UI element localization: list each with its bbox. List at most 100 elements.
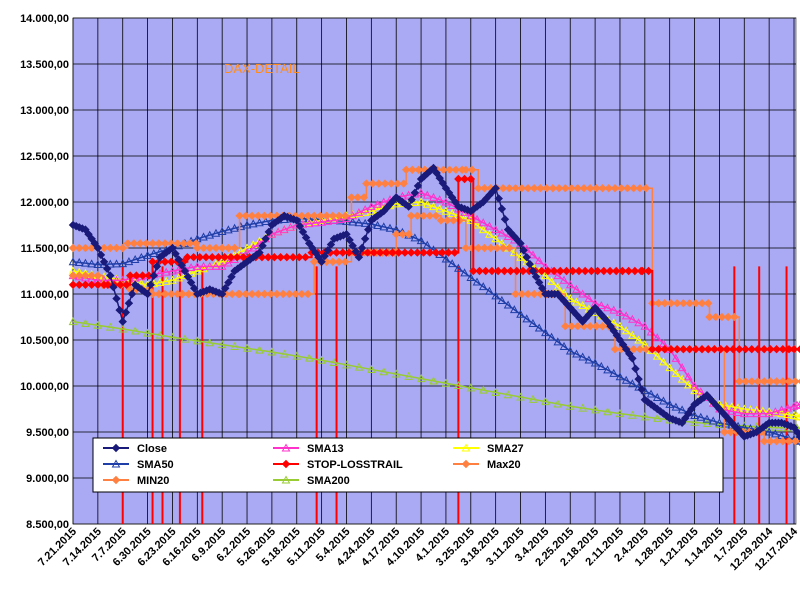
legend-label: SMA13 [307, 443, 344, 455]
sma27-point [422, 199, 432, 208]
close-point [298, 227, 308, 237]
legend-label: Max20 [487, 459, 521, 471]
stop-losstrail-point [189, 252, 198, 262]
sma50-point [609, 368, 619, 377]
close-point [174, 255, 183, 264]
max20-point [393, 179, 402, 188]
close-point [618, 340, 628, 349]
close-point [308, 243, 317, 253]
stop-losstrail-point [437, 248, 447, 257]
sma200-point [304, 353, 314, 362]
close-point [311, 248, 320, 257]
y-tick-label: 13.500,00 [20, 59, 69, 71]
close-point [221, 284, 230, 293]
stop-losstrail-point [493, 266, 503, 276]
stop-losstrail-point [270, 252, 279, 262]
sma27-point [671, 368, 681, 377]
stop-losstrail-point [506, 266, 515, 276]
sma50-point [572, 349, 581, 358]
close-point [413, 181, 423, 191]
stop-losstrail-point [226, 252, 236, 262]
sma50-point [74, 257, 84, 266]
stop-losstrail-point [618, 266, 627, 276]
legend-label: SMA50 [137, 459, 174, 471]
sma27-point [690, 386, 699, 395]
y-tick-label: 8.500,00 [26, 519, 69, 531]
min20-point [154, 289, 163, 299]
sma200-point [652, 413, 662, 422]
min20-point [334, 257, 344, 267]
max20-point [784, 377, 794, 386]
sma27-point [485, 229, 494, 238]
sma200-point [615, 409, 625, 418]
stop-losstrail-point [68, 280, 78, 290]
close-point [102, 264, 112, 273]
sma200-point [118, 324, 128, 333]
close-point [171, 249, 180, 258]
legend-swatch-marker [461, 443, 471, 452]
y-tick-label: 11.000,00 [21, 289, 69, 301]
min20-point [266, 289, 275, 299]
sma13-point [758, 409, 768, 418]
max20-point [573, 183, 582, 193]
sma13-point [354, 208, 364, 217]
sma200-point [255, 345, 264, 354]
sma13-point [447, 200, 457, 209]
stop-losstrail-point [400, 248, 410, 257]
min20-point [178, 289, 187, 299]
sma200-point [503, 390, 513, 399]
sma50-point [708, 416, 718, 425]
sma13-point [478, 218, 488, 227]
close-point [432, 168, 441, 178]
max20-point [654, 298, 663, 308]
min20-point [573, 321, 582, 331]
close-point [792, 427, 800, 437]
sma27-point [491, 234, 500, 243]
max20-point [87, 243, 96, 253]
sma50-point [454, 263, 463, 272]
sma50-point [68, 257, 78, 266]
close-point [360, 234, 370, 244]
min20-point [442, 216, 452, 225]
stop-losstrail-point [537, 266, 546, 276]
legend-label: SMA200 [307, 475, 350, 487]
sma13-point [671, 353, 681, 362]
sma200-point [774, 423, 783, 432]
sma27-point [615, 321, 625, 330]
max20-point [542, 183, 551, 193]
chart-title: DAX-DETAIL [224, 61, 300, 76]
close-point [634, 374, 643, 384]
stop-losstrail-point [543, 266, 553, 276]
stop-losstrail-point [666, 344, 676, 354]
legend-swatch-marker [111, 443, 121, 453]
stop-losstrail-point [469, 266, 478, 276]
stop-losstrail-point [160, 257, 170, 267]
max20-point [753, 377, 763, 386]
sma13-point [621, 311, 631, 320]
stop-losstrail-point [232, 252, 242, 262]
min20-point [328, 257, 338, 267]
sma200-point [192, 336, 202, 345]
sma27-point [161, 276, 171, 285]
sma50-point [217, 226, 227, 235]
close-point [407, 195, 416, 204]
sma200-point [416, 374, 426, 383]
close-point [615, 335, 625, 345]
max20-point [445, 165, 454, 175]
close-point [637, 385, 646, 394]
sma50-point [348, 217, 358, 226]
stop-losstrail-point [406, 248, 416, 257]
sma200-point [553, 399, 563, 408]
sma50-point [230, 223, 239, 232]
series-close [68, 163, 800, 443]
stop-losstrail-point [648, 344, 657, 354]
sma13-point [795, 400, 800, 408]
sma13-point [690, 381, 699, 390]
sma50-point [385, 223, 395, 232]
sma27-point [547, 276, 556, 285]
stop-losstrail-point [481, 266, 490, 276]
stop-losstrail-point [431, 248, 441, 257]
max20-point [567, 183, 576, 193]
legend-label: SMA27 [487, 443, 524, 455]
